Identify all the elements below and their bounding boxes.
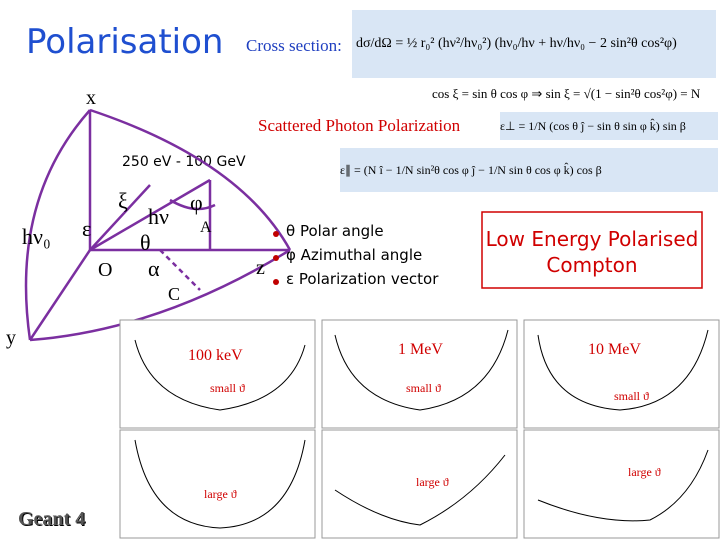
footer-logo: Geant 4 <box>18 508 86 530</box>
plot-label: large ϑ <box>628 465 661 479</box>
label: θ <box>140 230 151 255</box>
legend-item: θ Polar angle <box>286 222 384 240</box>
plot-label: large ϑ <box>416 475 449 489</box>
plot-label: 10 MeV <box>588 341 641 358</box>
heading: Scattered Photon Polarization <box>258 116 461 135</box>
label: C <box>168 284 180 304</box>
label: hν₀ <box>22 224 51 249</box>
plot-label: 100 keV <box>188 347 243 364</box>
plot-label: large ϑ <box>204 487 237 501</box>
cross-label: Cross section: <box>246 36 342 55</box>
plot-label: small ϑ <box>210 381 245 395</box>
label: A <box>200 219 212 236</box>
axis-label: z <box>256 257 265 279</box>
energy-range: 250 eV - 100 GeV <box>122 154 246 170</box>
label: φ <box>190 190 203 215</box>
label: ξ <box>118 188 128 213</box>
label: hν <box>148 204 169 229</box>
label: α <box>148 256 160 281</box>
axis-label: x <box>86 87 96 109</box>
label: O <box>98 259 112 281</box>
label: ε <box>82 216 91 241</box>
axis-label: y <box>6 327 16 349</box>
formula: dσ/dΩ = ½ r₀² (hν²/hν₀²) (hν₀/hν + hν/hν… <box>352 10 716 78</box>
formula: ε∥ = (N î − 1/N sin²θ cos φ ĵ − 1/N sin … <box>340 148 718 192</box>
legend-item: φ Azimuthal angle <box>286 246 423 264</box>
plot-label: small ϑ <box>614 389 649 403</box>
plot-label: small ϑ <box>406 381 441 395</box>
legend-item: ε Polarization vector <box>286 270 439 288</box>
formula: cos ξ = sin θ cos φ ⇒ sin ξ = √(1 − sin²… <box>432 86 701 101</box>
title: Polarisation <box>26 22 224 62</box>
box-text: Low Energy Polarised Compton <box>485 227 699 277</box>
plot-label: 1 MeV <box>398 341 443 358</box>
formula: ε⊥ = 1/N (cos θ ĵ − sin θ sin φ k̂) sin … <box>500 112 718 140</box>
